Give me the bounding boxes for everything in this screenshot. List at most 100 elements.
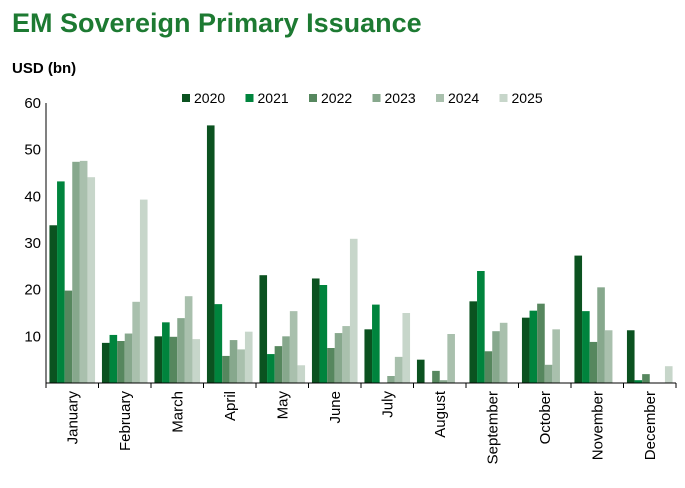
bar-2022-september xyxy=(484,351,493,383)
legend-label-2025: 2025 xyxy=(512,90,543,106)
bar-2022-june xyxy=(327,348,335,383)
bar-2023-august xyxy=(439,380,448,383)
legend-swatch-2025 xyxy=(499,94,508,102)
legend-swatch-2020 xyxy=(182,94,190,102)
bar-2024-july xyxy=(394,356,403,383)
bar-2023-september xyxy=(492,331,500,383)
x-tick-label-january: January xyxy=(64,391,81,445)
bar-2020-september xyxy=(469,301,478,383)
bar-2024-march xyxy=(184,296,193,383)
bar-2025-may xyxy=(297,365,306,383)
bar-2020-march xyxy=(154,336,163,383)
bar-2020-november xyxy=(574,255,583,383)
bar-2024-october xyxy=(552,329,560,383)
y-axis-unit-label: USD (bn) xyxy=(12,60,77,77)
bar-2024-january xyxy=(79,160,88,383)
bar-2022-may xyxy=(274,346,283,383)
bar-2023-october xyxy=(544,364,553,383)
x-tick-label-november: November xyxy=(589,391,606,460)
bar-2021-september xyxy=(477,271,485,383)
y-tick-label: 40 xyxy=(24,188,41,205)
bar-2021-april xyxy=(214,304,223,383)
y-tick-label: 10 xyxy=(24,328,41,345)
bar-2020-august xyxy=(416,359,425,383)
bar-2023-november xyxy=(597,287,605,383)
legend-label-2020: 2020 xyxy=(194,90,225,106)
bar-2025-june xyxy=(349,238,358,383)
bar-2020-december xyxy=(626,330,635,383)
legend-swatch-2023 xyxy=(372,94,381,102)
bar-2021-may xyxy=(267,354,275,383)
legend-label-2023: 2023 xyxy=(385,90,416,106)
bar-2025-april xyxy=(244,331,253,383)
bar-2021-july xyxy=(372,304,380,383)
bar-2022-april xyxy=(222,355,230,383)
bar-2022-october xyxy=(537,303,545,383)
bar-2023-january xyxy=(72,161,80,383)
bar-2020-october xyxy=(521,317,530,383)
bar-2020-april xyxy=(206,125,215,384)
y-tick-label: 20 xyxy=(24,282,41,299)
x-tick-label-june: June xyxy=(327,391,344,424)
legend-swatch-2021 xyxy=(245,94,254,102)
bar-2023-march xyxy=(177,318,185,383)
bar-2025-february xyxy=(139,199,148,383)
y-tick-label: 30 xyxy=(24,235,41,252)
x-tick-label-may: May xyxy=(274,391,291,420)
bar-2022-february xyxy=(117,341,125,383)
bar-2024-april xyxy=(237,349,245,383)
y-tick-label: 60 xyxy=(24,95,41,112)
bar-2023-june xyxy=(334,333,343,383)
x-tick-label-december: December xyxy=(642,391,659,460)
bar-2020-february xyxy=(101,342,110,383)
legend-label-2021: 2021 xyxy=(258,90,289,106)
bar-2023-july xyxy=(387,376,395,383)
bar-2025-december xyxy=(664,366,673,383)
bar-2021-january xyxy=(57,181,65,383)
bar-2020-may xyxy=(259,275,268,383)
x-tick-label-february: February xyxy=(117,391,134,452)
bar-2025-march xyxy=(192,339,201,383)
legend-label-2022: 2022 xyxy=(321,90,352,106)
x-tick-label-july: July xyxy=(379,391,396,418)
bar-2020-june xyxy=(311,278,320,383)
bar-2022-january xyxy=(64,290,73,383)
bar-2022-march xyxy=(169,336,178,383)
bar-2020-january xyxy=(49,225,58,383)
bar-2024-november xyxy=(604,330,613,383)
bar-2021-october xyxy=(529,310,538,383)
bar-2023-february xyxy=(124,333,133,383)
bar-2024-september xyxy=(499,322,508,383)
bar-2021-november xyxy=(582,311,590,383)
bar-2024-may xyxy=(289,311,298,383)
bar-2023-may xyxy=(282,336,290,383)
bar-2022-november xyxy=(589,341,598,383)
bar-2022-december xyxy=(642,374,650,383)
bar-2022-august xyxy=(432,370,440,383)
bar-2021-june xyxy=(319,285,328,383)
bar-2025-july xyxy=(402,313,411,383)
x-tick-label-august: August xyxy=(432,390,449,438)
axes-group: 10 20 30 40 50 60 January February March April May… xyxy=(24,95,677,464)
bar-2023-april xyxy=(229,340,238,383)
bar-2024-august xyxy=(447,334,455,383)
chart-title: EM Sovereign Primary Issuance xyxy=(12,8,422,38)
legend: 2020 2021 2022 2023 2024 2025 xyxy=(182,90,543,106)
bar-2024-february xyxy=(132,301,140,383)
legend-swatch-2024 xyxy=(436,94,444,102)
bar-2021-march xyxy=(162,322,170,383)
bar-2025-january xyxy=(87,177,96,383)
bar-2020-july xyxy=(364,329,373,383)
x-tick-label-march: March xyxy=(169,391,186,433)
y-tick-label: 50 xyxy=(24,142,41,159)
bar-2021-december xyxy=(634,380,643,383)
legend-swatch-2022 xyxy=(309,94,317,102)
bar-2024-june xyxy=(342,326,350,383)
bar-2021-february xyxy=(109,334,118,383)
x-tick-label-april: April xyxy=(222,391,239,421)
x-tick-label-october: October xyxy=(537,391,554,444)
x-tick-label-september: September xyxy=(484,391,501,464)
legend-label-2024: 2024 xyxy=(448,90,479,106)
bars-group xyxy=(49,125,673,384)
